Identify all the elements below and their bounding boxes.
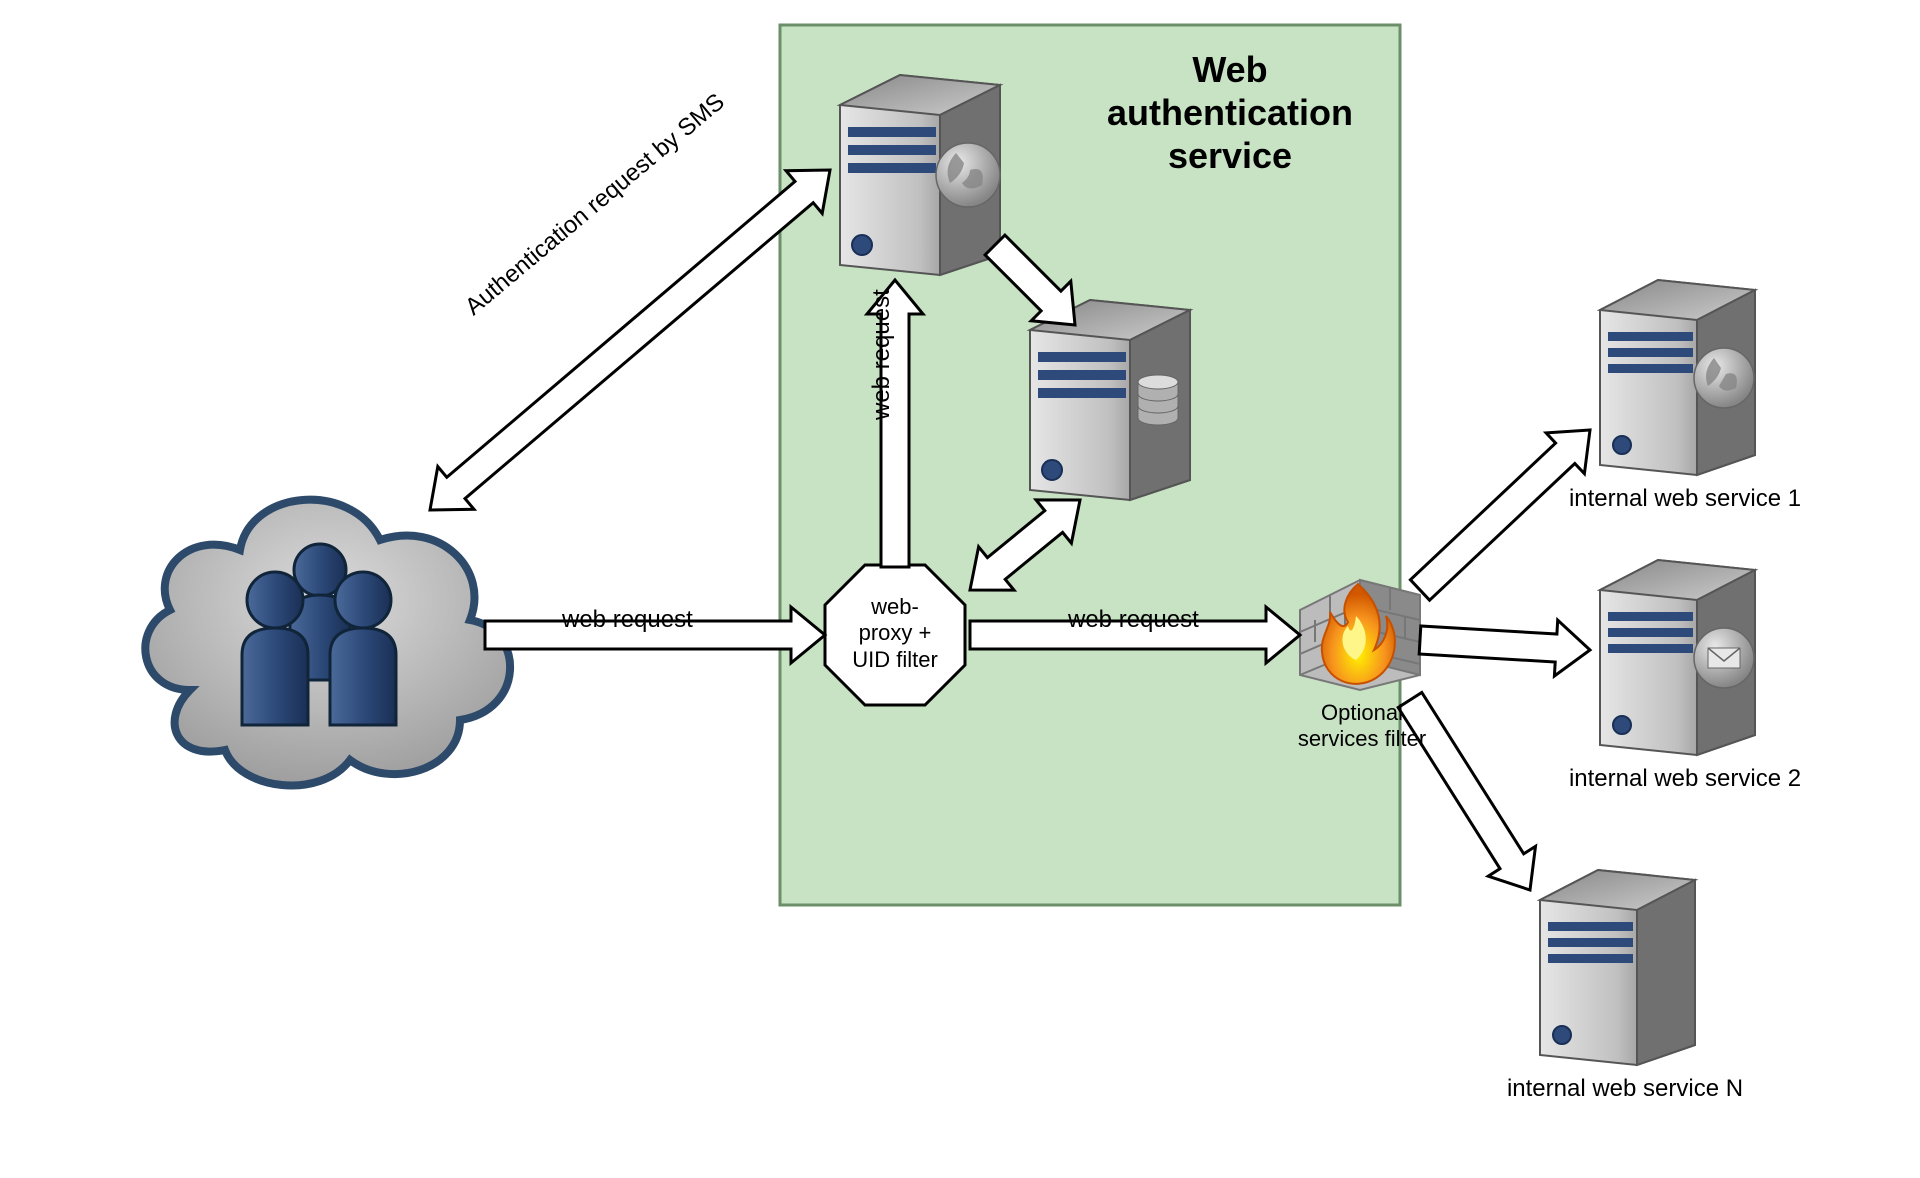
arrow-db-to-proxy [970,500,1080,590]
firewall-icon [1300,580,1420,690]
arrow-auth-to-db [985,235,1075,325]
edge-auth-sms-label: Authentication request by SMS [460,88,731,322]
svc1-server-icon [1600,280,1755,475]
edge-proxy-auth-label: web request [868,289,897,420]
edge-webreq2-label: web request [1068,606,1199,635]
arrow-fw-to-svc2 [1419,620,1590,676]
container-title: Web authentication service [1080,48,1380,178]
arrow-fw-to-svc1 [1410,430,1590,600]
svcn-label: internal web service N [1495,1075,1755,1104]
proxy-label: web- proxy + UID filter [828,594,962,673]
arrow-auth-sms [430,170,830,510]
db-server-icon [1030,300,1190,500]
cloud-users-icon [145,500,510,786]
svc1-label: internal web service 1 [1555,485,1815,514]
edge-webreq1-label: web request [562,606,693,635]
svc2-server-icon [1600,560,1755,755]
svcn-server-icon [1540,870,1695,1065]
svc2-label: internal web service 2 [1555,765,1815,794]
firewall-label: Optional services filter [1282,700,1442,753]
auth-server-icon [840,75,1000,275]
